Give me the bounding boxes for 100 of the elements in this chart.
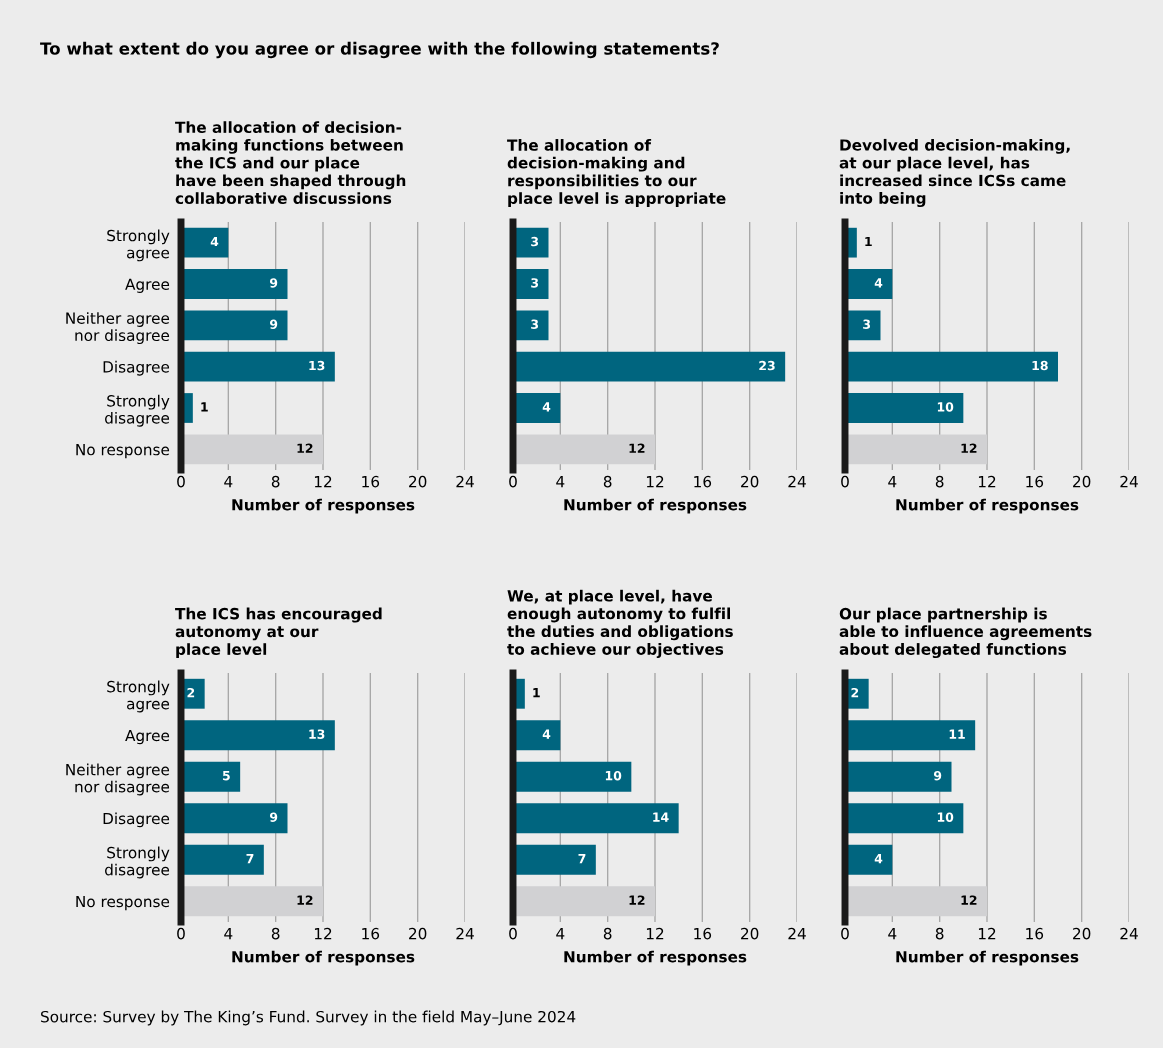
x-tick-label: 20 [409, 475, 427, 488]
x-tick-label: 0 [177, 927, 185, 940]
y-tick-label: Neither agree nor disagree [66, 312, 170, 345]
y-tick-label: Disagree [103, 360, 170, 376]
bar [513, 761, 632, 792]
bar [845, 761, 952, 792]
bar [181, 434, 323, 465]
bar [513, 393, 561, 423]
bar [513, 434, 655, 465]
x-tick-label: 8 [603, 927, 612, 940]
bar [845, 720, 976, 751]
x-tick-label: 8 [935, 475, 944, 488]
x-tick-label: 12 [314, 927, 332, 940]
data-label: 4 [542, 402, 551, 412]
x-tick-label: 0 [841, 475, 849, 488]
x-tick-label: 0 [841, 927, 849, 940]
x-tick-label: 20 [1073, 927, 1091, 940]
bar [845, 886, 987, 917]
x-tick-label: 24 [456, 927, 474, 940]
bar [513, 351, 786, 382]
data-label: 10 [937, 402, 954, 412]
bar [845, 434, 987, 465]
x-tick-label: 0 [509, 927, 517, 940]
bar [513, 844, 596, 875]
x-tick-label: 8 [935, 927, 944, 940]
bar [513, 269, 549, 299]
x-tick-label: 12 [646, 927, 664, 940]
data-label: 11 [949, 729, 965, 739]
x-tick-label: 16 [362, 475, 380, 488]
y-tick-label: Strongly agree [107, 680, 170, 713]
data-label: 7 [246, 854, 254, 864]
x-tick-label: 12 [646, 475, 664, 488]
bar [181, 227, 229, 258]
data-label: 4 [874, 278, 883, 288]
x-tick-label: 4 [888, 928, 897, 940]
data-label: 5 [222, 771, 230, 781]
x-tick-label: 4 [224, 928, 233, 940]
y-tick-label: Agree [125, 729, 170, 745]
x-tick-label: 0 [509, 475, 517, 488]
bar [845, 269, 893, 299]
data-label: 7 [578, 854, 586, 864]
x-tick-label: 16 [694, 927, 712, 940]
data-label: 2 [851, 687, 859, 698]
x-tick-label: 24 [1120, 927, 1138, 940]
bar [181, 886, 323, 917]
x-tick-label: 8 [271, 927, 280, 940]
y-tick-label: Strongly agree [107, 229, 170, 262]
bar [181, 844, 264, 875]
x-tick-label: 16 [1026, 927, 1044, 940]
bar [181, 720, 335, 751]
data-label: 18 [1032, 360, 1048, 371]
x-tick-label: 24 [788, 475, 806, 488]
x-tick-label: 12 [314, 475, 332, 488]
chart-title: We, at place level, have enough autonomy to fulfil the duties and obligations to achieve our objectives [507, 589, 733, 658]
chart-title: The ICS has encouraged autonomy at our place level [175, 607, 382, 658]
bar [845, 803, 964, 834]
x-tick-label: 24 [456, 475, 474, 488]
bar [181, 310, 288, 341]
x-tick-label: 8 [271, 475, 280, 488]
data-label: 2 [187, 687, 195, 698]
x-tick-label: 20 [741, 927, 759, 940]
y-tick-label: No response [76, 895, 170, 911]
bar [181, 351, 335, 382]
data-label: 12 [629, 443, 645, 453]
x-tick-label: 20 [741, 475, 759, 488]
x-tick-label: 4 [224, 476, 233, 488]
data-label: 3 [531, 236, 539, 247]
x-tick-label: 4 [888, 476, 897, 488]
y-tick-label: No response [76, 444, 170, 459]
bar [181, 803, 288, 834]
x-tick-label: 0 [177, 475, 185, 488]
data-label: 4 [874, 854, 883, 864]
data-label: 12 [961, 895, 977, 905]
x-axis-title: Number of responses [232, 950, 415, 966]
x-tick-label: 12 [978, 927, 996, 940]
y-tick-label: Disagree [103, 812, 170, 828]
chart-title: The allocation of decision- making functions between the ICS and our place have been shaped through collaborative discussions [175, 121, 406, 205]
bar [513, 886, 655, 917]
bar [513, 720, 561, 751]
data-label: 12 [297, 895, 313, 905]
y-tick-label: Strongly disagree [105, 846, 170, 879]
data-label: 4 [542, 729, 551, 739]
x-axis-title: Number of responses [232, 498, 415, 514]
chart-title: Devolved decision-making, at our place level, has increased since ICSs came into being [839, 138, 1070, 207]
x-tick-label: 16 [694, 475, 712, 488]
data-label: 9 [269, 319, 278, 329]
x-tick-label: 8 [603, 475, 612, 488]
data-label: 23 [759, 360, 775, 371]
data-label: 3 [531, 278, 539, 288]
data-label: 13 [309, 360, 325, 371]
bar [181, 269, 288, 299]
data-label: 3 [863, 319, 871, 329]
bar [513, 803, 679, 834]
chart-title: Our place partnership is able to influence agreements about delegated functions [839, 607, 1092, 658]
data-label: 12 [961, 443, 977, 453]
x-tick-label: 16 [1026, 475, 1044, 488]
bar [845, 310, 881, 341]
x-tick-label: 24 [788, 927, 806, 940]
x-axis-title: Number of responses [564, 950, 747, 966]
data-label: 1 [201, 402, 208, 412]
